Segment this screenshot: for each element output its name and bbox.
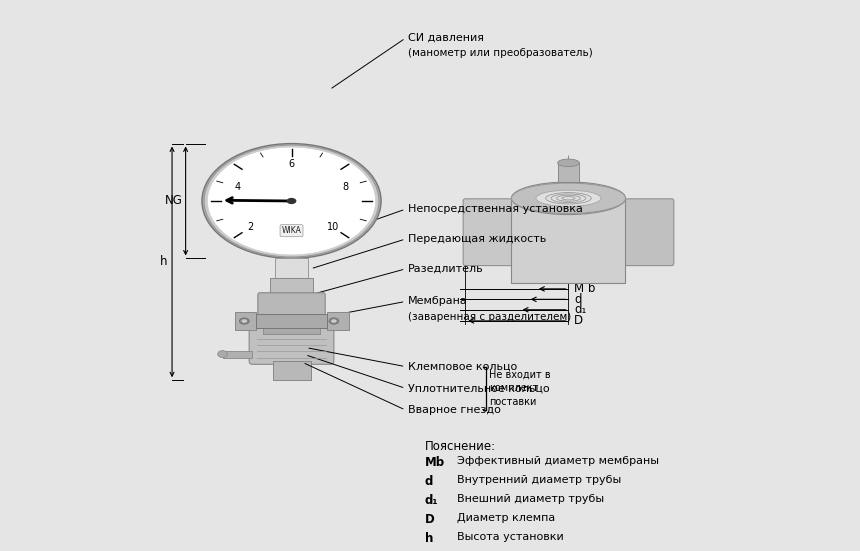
Ellipse shape xyxy=(239,318,249,324)
Ellipse shape xyxy=(557,159,580,166)
Text: Мембрана: Мембрана xyxy=(408,296,468,306)
Text: (заваренная с разделителем): (заваренная с разделителем) xyxy=(408,312,571,322)
Ellipse shape xyxy=(329,318,339,324)
Text: NG: NG xyxy=(165,195,182,208)
Bar xyxy=(327,312,348,329)
Bar xyxy=(557,163,580,182)
Text: Уплотнительное кольцо: Уплотнительное кольцо xyxy=(408,383,550,393)
Text: 2: 2 xyxy=(248,222,254,233)
Ellipse shape xyxy=(207,147,376,255)
Ellipse shape xyxy=(204,145,379,257)
Bar xyxy=(273,361,310,380)
Bar xyxy=(621,198,625,283)
Text: Внутренний диаметр трубы: Внутренний диаметр трубы xyxy=(458,475,622,485)
Ellipse shape xyxy=(512,182,625,214)
Text: Высота установки: Высота установки xyxy=(458,532,564,542)
Bar xyxy=(223,350,253,358)
Text: 4: 4 xyxy=(235,182,241,192)
Bar xyxy=(512,198,625,283)
Text: Непосредственная установка: Непосредственная установка xyxy=(408,204,582,214)
Ellipse shape xyxy=(286,198,297,204)
Ellipse shape xyxy=(512,183,625,213)
FancyBboxPatch shape xyxy=(258,293,325,325)
Text: d: d xyxy=(425,475,433,488)
Ellipse shape xyxy=(202,144,381,258)
FancyBboxPatch shape xyxy=(464,199,513,266)
Text: WIKA: WIKA xyxy=(281,226,302,235)
Text: Эффективный диаметр мембраны: Эффективный диаметр мембраны xyxy=(458,456,659,466)
Bar xyxy=(263,328,320,334)
Ellipse shape xyxy=(218,350,227,358)
Bar xyxy=(270,278,313,295)
Ellipse shape xyxy=(331,319,336,323)
Text: D: D xyxy=(574,315,583,327)
Text: d: d xyxy=(574,293,581,306)
Text: d₁: d₁ xyxy=(425,494,438,507)
Text: D: D xyxy=(425,513,434,526)
Text: h: h xyxy=(425,532,433,545)
Ellipse shape xyxy=(242,319,247,323)
Bar xyxy=(275,258,308,278)
Text: Mb: Mb xyxy=(425,456,445,469)
Text: (манометр или преобразователь): (манометр или преобразователь) xyxy=(408,48,593,58)
Ellipse shape xyxy=(536,190,601,207)
Bar xyxy=(235,312,256,329)
Text: Внешний диаметр трубы: Внешний диаметр трубы xyxy=(458,494,605,504)
Text: Передающая жидкость: Передающая жидкость xyxy=(408,234,546,244)
Bar xyxy=(256,314,327,328)
Text: M b: M b xyxy=(574,283,595,295)
FancyBboxPatch shape xyxy=(249,325,334,364)
Text: 6: 6 xyxy=(288,159,295,169)
Bar xyxy=(512,198,516,283)
Text: d₁: d₁ xyxy=(574,303,587,316)
Text: h: h xyxy=(160,255,168,268)
Text: Вварное гнездо: Вварное гнездо xyxy=(408,405,501,415)
Text: 8: 8 xyxy=(342,182,348,192)
Text: Разедлитель: Разедлитель xyxy=(408,264,483,274)
Text: СИ давления: СИ давления xyxy=(408,33,483,43)
Text: Не входит в
комплект
поставки: Не входит в комплект поставки xyxy=(488,369,550,407)
FancyBboxPatch shape xyxy=(624,199,674,266)
Text: 10: 10 xyxy=(327,222,339,233)
Text: Клемповое кольцо: Клемповое кольцо xyxy=(408,361,517,371)
Text: Пояснение:: Пояснение: xyxy=(425,440,495,453)
Text: Диаметр клемпа: Диаметр клемпа xyxy=(458,513,556,523)
